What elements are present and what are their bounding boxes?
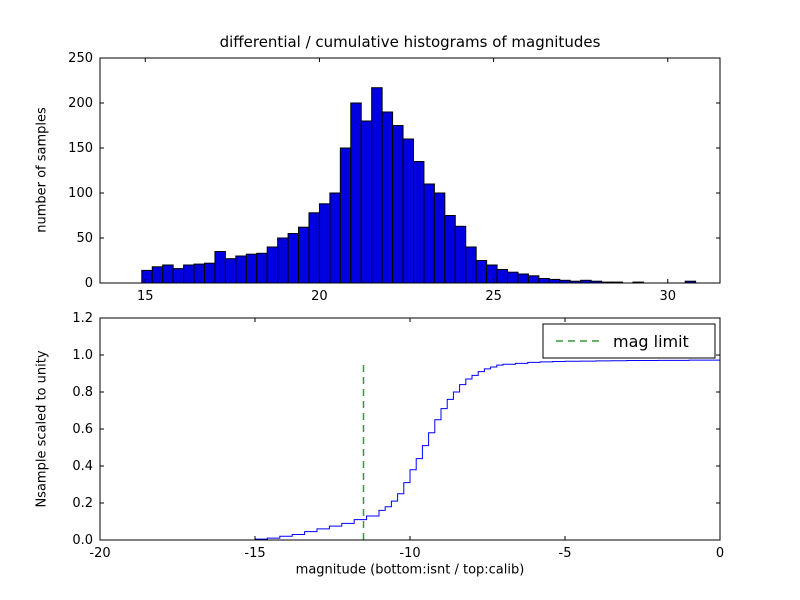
top-y-axis-label: number of samples: [34, 107, 50, 233]
histogram-bar: [402, 138, 414, 284]
histogram-bar: [486, 264, 498, 284]
histogram-bar: [538, 278, 550, 284]
top-y-tick-label: 250: [68, 51, 93, 66]
histogram-bar: [141, 269, 153, 284]
bottom-y-tick-label: 0.0: [72, 533, 93, 548]
histogram-bar: [162, 264, 174, 284]
histogram-bar: [527, 275, 540, 284]
histogram-bar: [308, 212, 320, 284]
top-y-tick-label: 0: [85, 276, 93, 291]
histogram-bar: [214, 251, 226, 284]
top-x-tick-label: 30: [659, 289, 676, 304]
histogram-bar: [548, 278, 561, 284]
histogram-bar: [256, 252, 268, 284]
histogram-bar: [329, 192, 341, 284]
bottom-x-tick-label: 0: [716, 546, 724, 561]
histogram-bar: [496, 269, 509, 284]
histogram-bar: [517, 273, 529, 284]
histogram-bar: [235, 255, 247, 284]
histogram-bar: [392, 125, 404, 284]
histogram-bar: [433, 192, 446, 284]
histogram-bar: [454, 225, 467, 284]
top-x-tick-label: 20: [311, 289, 328, 304]
bottom-y-tick-label: 0.8: [72, 385, 93, 400]
top-y-tick-label: 50: [76, 231, 93, 246]
bottom-y-tick-label: 0.6: [72, 422, 93, 437]
histogram-bar: [266, 246, 279, 284]
histogram-bar: [151, 266, 164, 284]
histogram-bar: [507, 271, 519, 284]
bottom-x-tick-label: -15: [244, 546, 265, 561]
histogram-bar: [318, 203, 331, 284]
chart-title: differential / cumulative histograms of …: [219, 33, 601, 51]
histogram-bar: [423, 183, 435, 284]
histogram-bar: [172, 268, 185, 284]
top-y-tick-label: 200: [68, 96, 93, 111]
top-x-tick-label: 25: [485, 289, 502, 304]
bottom-y-tick-label: 0.4: [72, 459, 93, 474]
top-y-tick-label: 100: [68, 186, 93, 201]
bottom-y-tick-label: 1.0: [72, 348, 93, 363]
histogram-bar: [245, 253, 258, 284]
histogram-bar: [381, 111, 394, 284]
histogram-bar: [371, 87, 383, 284]
top-axes-frame: [99, 57, 721, 284]
histogram-bar: [412, 161, 425, 284]
histogram-bar: [350, 102, 362, 284]
histogram-bar: [183, 264, 195, 284]
top-y-tick-label: 150: [68, 141, 93, 156]
top-x-tick-label: 15: [137, 289, 154, 304]
histogram-bar: [224, 258, 237, 284]
bottom-y-tick-label: 1.2: [72, 311, 93, 326]
bottom-y-tick-label: 0.2: [72, 496, 93, 511]
histogram-bar: [444, 215, 456, 284]
histogram-bar: [475, 260, 488, 284]
histogram-bar: [465, 246, 477, 284]
histogram-bar: [298, 226, 310, 284]
bottom-x-tick-label: -20: [89, 546, 110, 561]
histogram-bar: [360, 120, 373, 284]
bottom-x-tick-label: -5: [559, 546, 572, 561]
bottom-x-tick-label: -10: [399, 546, 420, 561]
histogram-bar: [287, 233, 300, 284]
legend-label: mag limit: [613, 332, 689, 351]
histogram-bar: [339, 147, 352, 284]
cumulative-line: [100, 355, 721, 541]
bottom-x-axis-label: magnitude (bottom:isnt / top:calib): [295, 562, 525, 578]
histogram-bar: [203, 262, 216, 284]
histogram-bar: [277, 237, 289, 284]
histogram-bar: [193, 263, 205, 284]
bottom-y-axis-label: Nsample scaled to unity: [34, 350, 50, 508]
